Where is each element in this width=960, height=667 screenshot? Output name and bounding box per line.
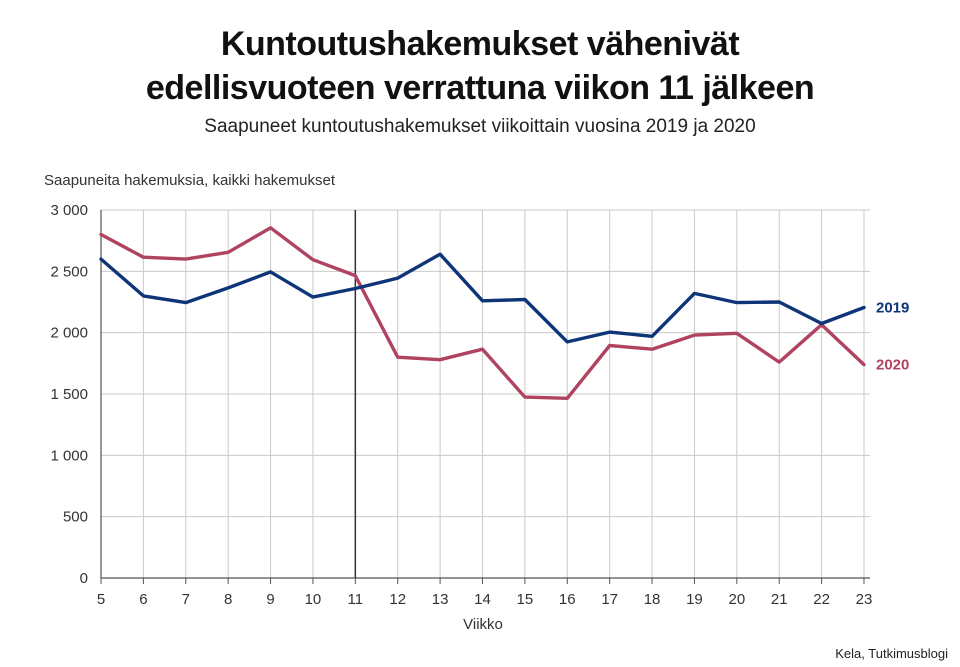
y-tick-label: 2 500	[50, 263, 88, 280]
x-tick-label: 18	[644, 591, 661, 608]
x-tick-label: 9	[266, 591, 274, 608]
x-tick-label: 21	[771, 591, 788, 608]
x-axis-label: Viikko	[463, 616, 503, 633]
series-lines	[99, 226, 866, 400]
y-tick-labels: 0 500 1 000 1 500 2 000 2 500 3 000	[50, 202, 88, 587]
series-label-2019: 2019	[876, 300, 909, 317]
chart-subtitle: Saapuneet kuntoutushakemukset viikoittai…	[204, 116, 756, 137]
x-tick-label: 15	[517, 591, 534, 608]
axes	[100, 210, 870, 584]
x-tick-label: 16	[559, 591, 576, 608]
y-tick-label: 1 500	[50, 386, 88, 403]
x-tick-label: 12	[389, 591, 406, 608]
series-end-labels: 2019 2020	[876, 300, 909, 374]
series-label-2020: 2020	[876, 357, 909, 374]
chart-title-line-1: Kuntoutushakemukset vähenivät	[220, 25, 740, 63]
x-tick-labels: 5 6 7 8 9 10 11 12 13 14 15 16 17 18 19 20 21 22 23	[97, 591, 873, 608]
x-tick-label: 17	[601, 591, 618, 608]
x-tick-label: 19	[686, 591, 703, 608]
y-tick-label: 500	[63, 509, 88, 526]
y-tick-label: 3 000	[50, 202, 88, 219]
y-axis-label: Saapuneita hakemuksia, kaikki hakemukset	[44, 172, 335, 189]
grid-lines	[101, 209, 870, 578]
x-tick-label: 22	[813, 591, 830, 608]
x-tick-label: 5	[97, 591, 105, 608]
x-tick-label: 23	[856, 591, 873, 608]
x-tick-label: 7	[182, 591, 190, 608]
chart-title: Kuntoutushakemukset vähenivät edellisvuo…	[0, 22, 960, 110]
y-tick-label: 0	[80, 570, 88, 587]
x-tick-label: 8	[224, 591, 232, 608]
chart-title-line-2: edellisvuoteen verrattuna viikon 11 jälk…	[145, 69, 815, 107]
series-line-2020	[99, 226, 866, 400]
x-tick-label: 20	[728, 591, 745, 608]
y-tick-label: 1 000	[50, 447, 88, 464]
y-tick-label: 2 000	[50, 325, 88, 342]
x-tick-label: 11	[348, 591, 364, 608]
source-credit: Kela, Tutkimusblogi	[835, 646, 948, 661]
x-tick-label: 10	[305, 591, 322, 608]
x-tick-label: 14	[474, 591, 491, 608]
x-tick-label: 6	[139, 591, 147, 608]
series-line-2019	[99, 252, 866, 344]
x-tick-label: 13	[432, 591, 449, 608]
